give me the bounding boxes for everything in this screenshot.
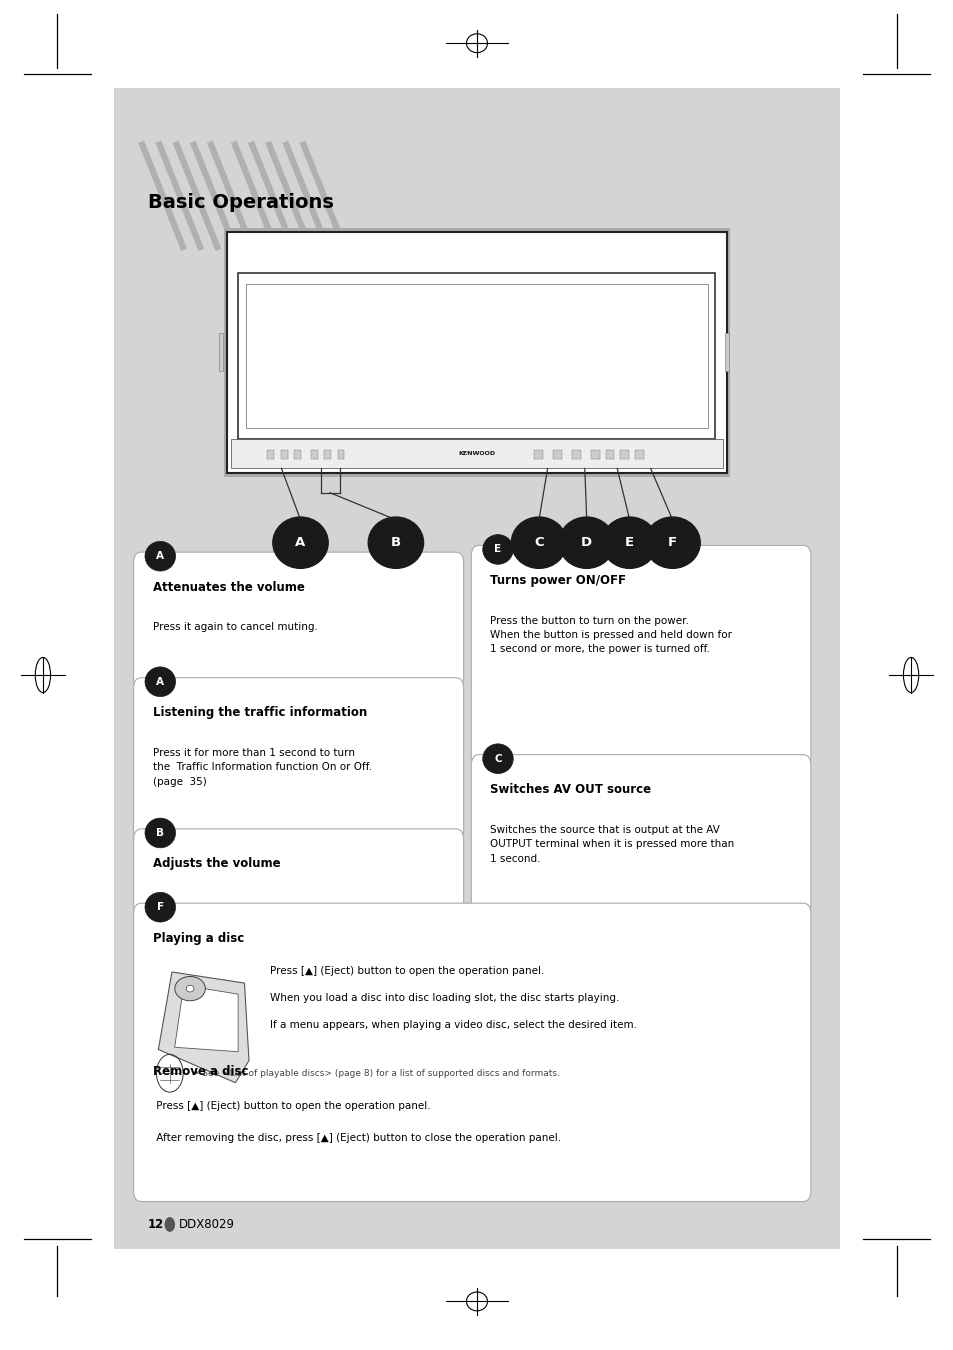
FancyBboxPatch shape — [227, 232, 726, 472]
Ellipse shape — [145, 541, 175, 571]
FancyBboxPatch shape — [294, 450, 300, 459]
Text: After removing the disc, press [▲] (Eject) button to close the operation panel.: After removing the disc, press [▲] (Ejec… — [152, 1133, 560, 1143]
Text: Adjusts the volume: Adjusts the volume — [152, 857, 280, 871]
FancyBboxPatch shape — [534, 450, 542, 459]
Text: Press [▲] (Eject) button to open the operation panel.: Press [▲] (Eject) button to open the ope… — [152, 1100, 430, 1111]
FancyBboxPatch shape — [324, 450, 331, 459]
Text: DDX8029: DDX8029 — [179, 1218, 235, 1231]
FancyBboxPatch shape — [635, 450, 643, 459]
FancyBboxPatch shape — [605, 450, 614, 459]
FancyBboxPatch shape — [133, 903, 810, 1202]
Text: Press it for more than 1 second to turn
the  Traffic Information function On or : Press it for more than 1 second to turn … — [152, 748, 372, 787]
FancyBboxPatch shape — [219, 333, 223, 371]
Text: E: E — [494, 544, 501, 555]
Text: Playing a disc: Playing a disc — [152, 931, 244, 945]
Ellipse shape — [368, 517, 423, 568]
Ellipse shape — [601, 517, 657, 568]
Text: F: F — [667, 536, 677, 549]
FancyBboxPatch shape — [572, 450, 580, 459]
Text: B: B — [391, 536, 400, 549]
Ellipse shape — [174, 976, 205, 1000]
Ellipse shape — [186, 986, 193, 992]
Text: Attenuates the volume: Attenuates the volume — [152, 580, 304, 594]
Text: D: D — [580, 536, 592, 549]
Polygon shape — [174, 986, 238, 1052]
Text: F: F — [156, 902, 164, 913]
FancyBboxPatch shape — [133, 678, 463, 841]
Text: A: A — [156, 551, 164, 562]
FancyBboxPatch shape — [224, 228, 729, 477]
Text: C: C — [494, 753, 501, 764]
Ellipse shape — [145, 667, 175, 697]
Ellipse shape — [558, 517, 614, 568]
Ellipse shape — [644, 517, 700, 568]
Text: When you load a disc into disc loading slot, the disc starts playing.: When you load a disc into disc loading s… — [270, 992, 618, 1003]
FancyBboxPatch shape — [471, 755, 810, 915]
FancyBboxPatch shape — [114, 88, 839, 1249]
Text: A: A — [295, 536, 305, 549]
Text: If a menu appears, when playing a video disc, select the desired item.: If a menu appears, when playing a video … — [270, 1019, 637, 1030]
FancyBboxPatch shape — [724, 333, 728, 371]
Text: A: A — [156, 676, 164, 687]
Ellipse shape — [145, 818, 175, 848]
Text: Listening the traffic information: Listening the traffic information — [152, 706, 367, 720]
Text: KENWOOD: KENWOOD — [458, 451, 495, 456]
Polygon shape — [158, 972, 249, 1083]
Ellipse shape — [511, 517, 566, 568]
Circle shape — [165, 1218, 174, 1231]
FancyBboxPatch shape — [238, 273, 715, 439]
Text: E: E — [624, 536, 634, 549]
Text: Basic Operations: Basic Operations — [148, 193, 334, 212]
FancyBboxPatch shape — [471, 545, 810, 767]
FancyBboxPatch shape — [337, 450, 344, 459]
Text: • See <List of playable discs> (page 8) for a list of supported discs and format: • See <List of playable discs> (page 8) … — [193, 1069, 559, 1077]
Text: Remove a disc: Remove a disc — [152, 1065, 248, 1079]
FancyBboxPatch shape — [133, 829, 463, 915]
FancyBboxPatch shape — [231, 439, 722, 468]
Text: B: B — [156, 828, 164, 838]
FancyBboxPatch shape — [553, 450, 561, 459]
Text: C: C — [534, 536, 543, 549]
Text: Press the button to turn on the power.
When the button is pressed and held down : Press the button to turn on the power. W… — [490, 616, 732, 655]
FancyBboxPatch shape — [133, 552, 463, 688]
Text: Turns power ON/OFF: Turns power ON/OFF — [490, 574, 626, 587]
Text: Switches AV OUT source: Switches AV OUT source — [490, 783, 651, 796]
FancyBboxPatch shape — [246, 284, 707, 428]
Text: Press [▲] (Eject) button to open the operation panel.: Press [▲] (Eject) button to open the ope… — [270, 965, 544, 976]
Text: 12: 12 — [148, 1218, 164, 1231]
Text: Switches the source that is output at the AV
OUTPUT terminal when it is pressed : Switches the source that is output at th… — [490, 825, 734, 864]
FancyBboxPatch shape — [619, 450, 628, 459]
Ellipse shape — [482, 535, 513, 564]
FancyBboxPatch shape — [281, 450, 288, 459]
Ellipse shape — [273, 517, 328, 568]
Text: Press it again to cancel muting.: Press it again to cancel muting. — [152, 622, 317, 632]
Ellipse shape — [482, 744, 513, 774]
Ellipse shape — [145, 892, 175, 922]
FancyBboxPatch shape — [267, 450, 274, 459]
FancyBboxPatch shape — [591, 450, 599, 459]
FancyBboxPatch shape — [311, 450, 317, 459]
